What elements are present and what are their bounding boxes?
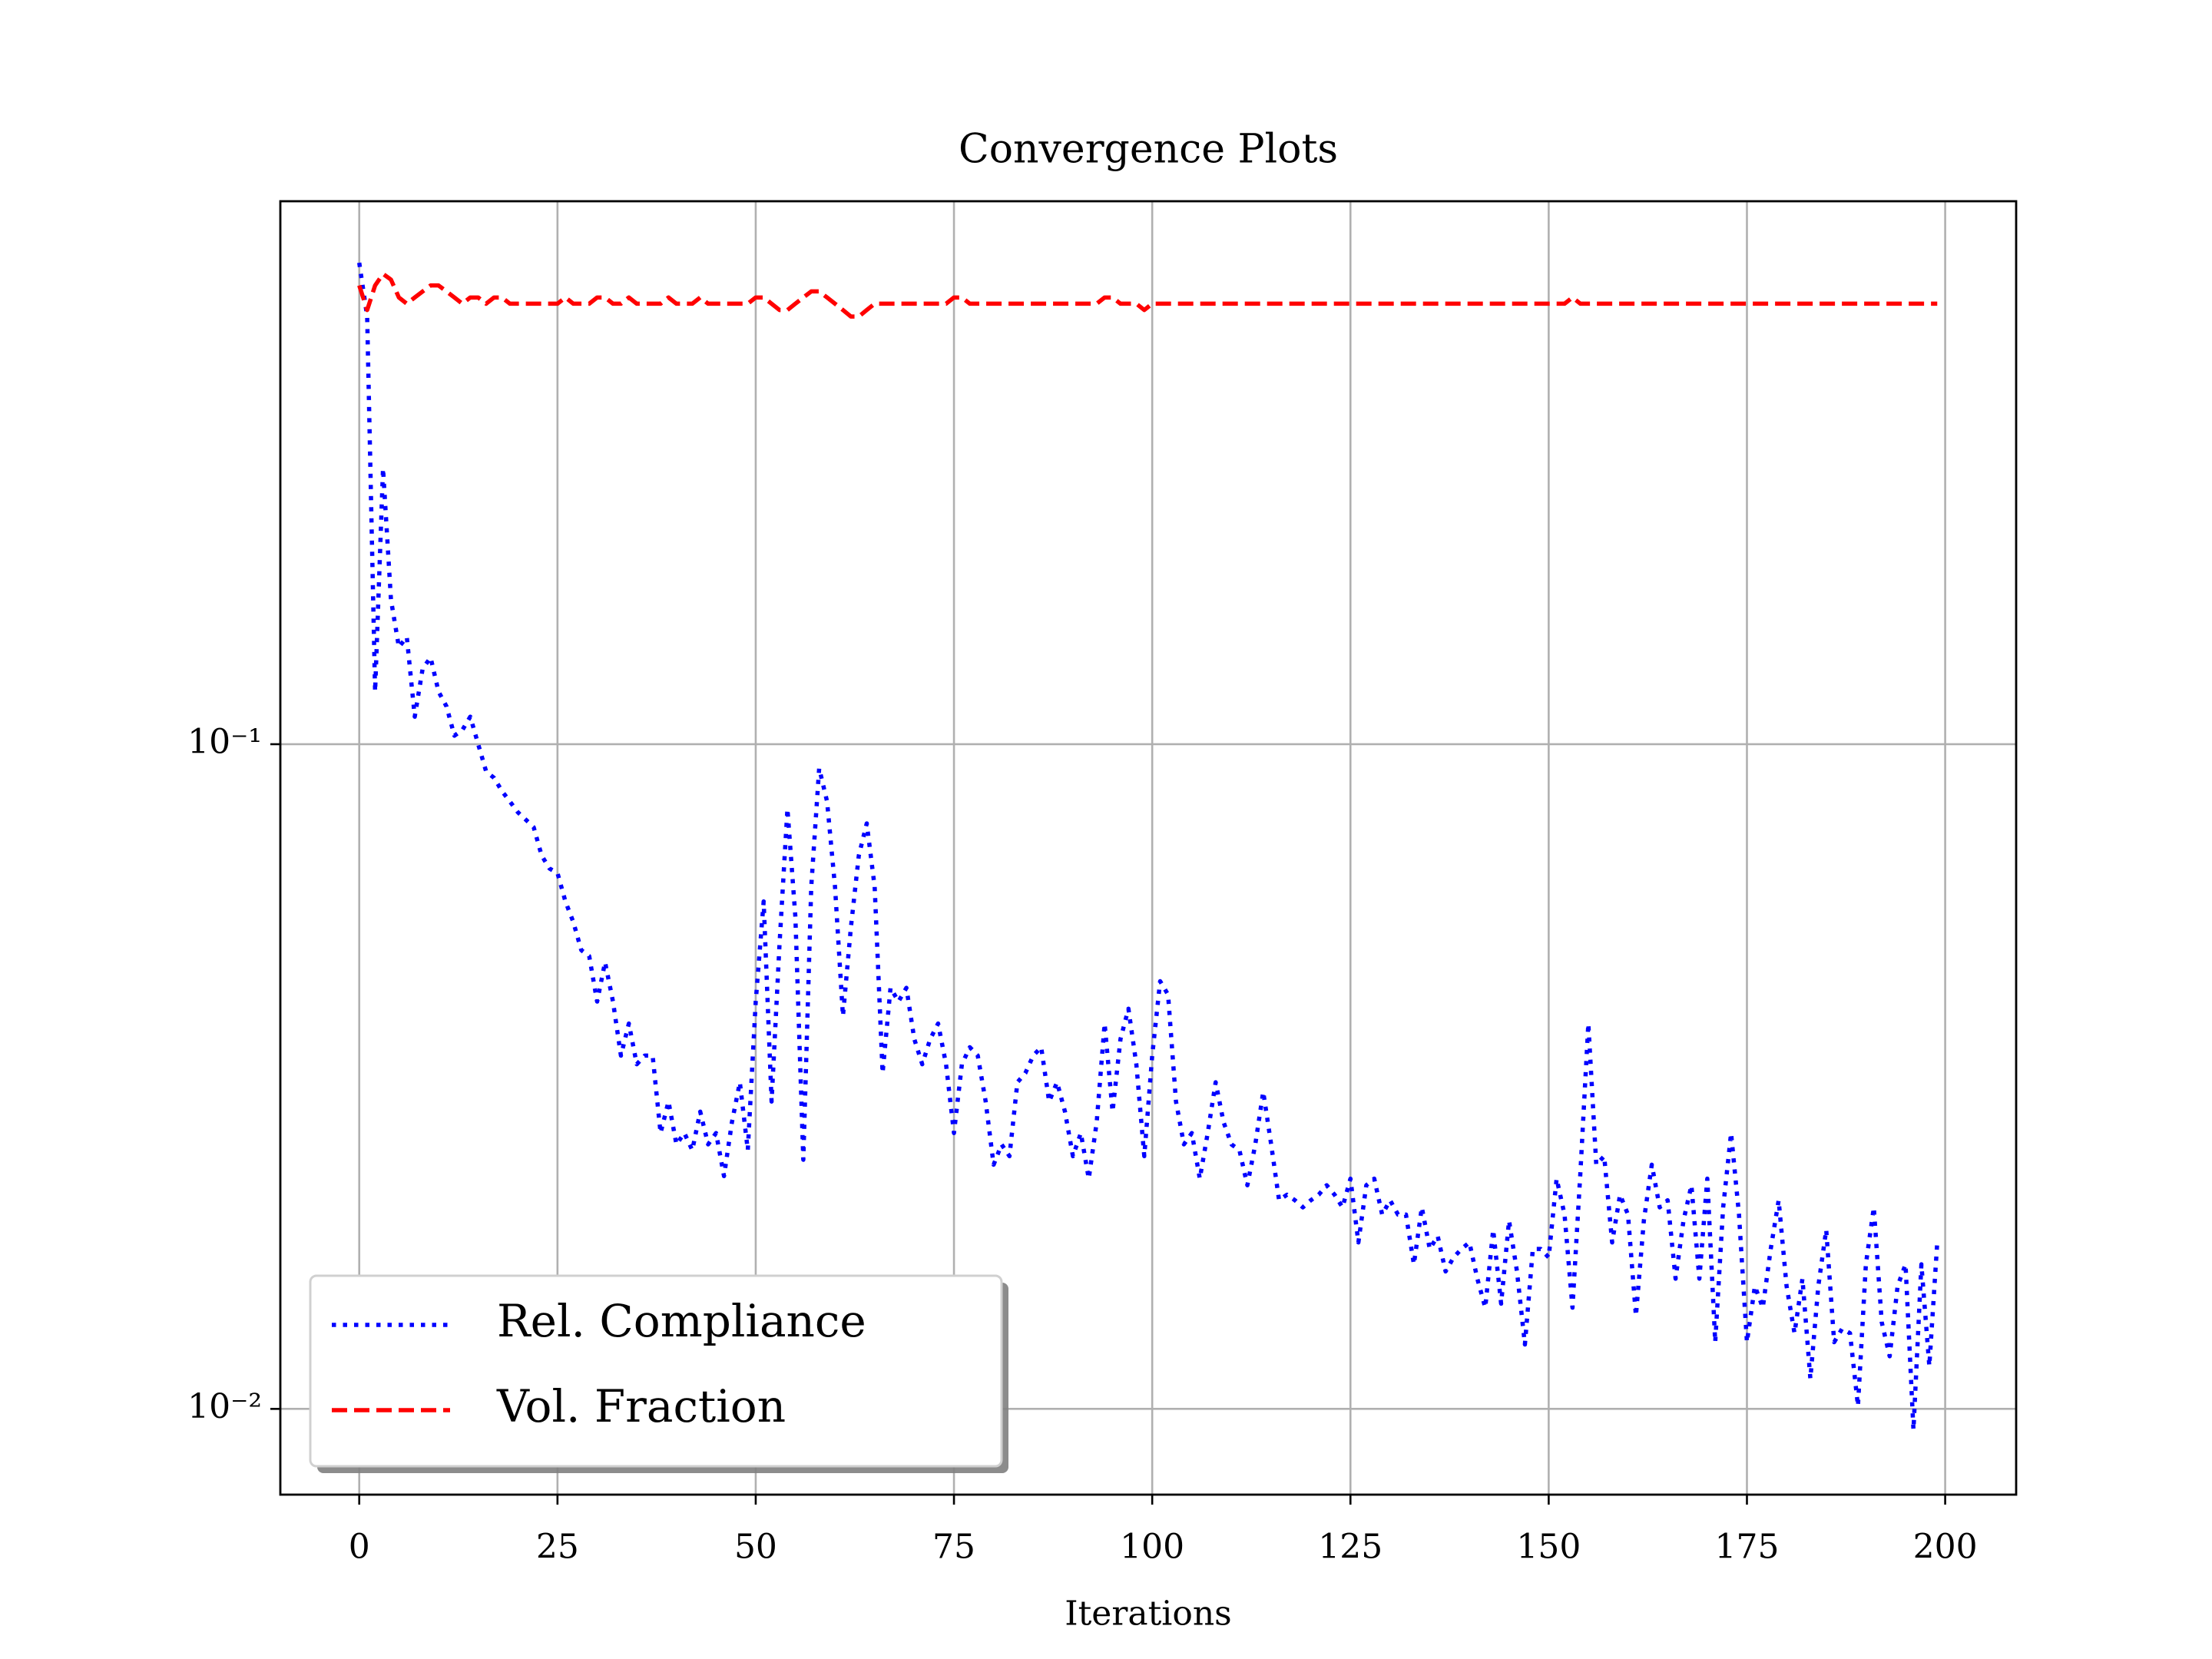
x-tick-label: 25 — [536, 1528, 579, 1567]
axes-frame — [279, 200, 2018, 1496]
x-tick-label: 75 — [932, 1528, 975, 1567]
legend: Rel. Compliance Vol. Fraction — [309, 1274, 1008, 1473]
x-axis-label: Iterations — [1065, 1594, 1232, 1634]
x-tick-label: 0 — [349, 1528, 370, 1567]
x-tick-label: 125 — [1318, 1528, 1382, 1567]
x-tick-label: 175 — [1714, 1528, 1779, 1567]
legend-box — [309, 1274, 1003, 1468]
data-line — [357, 271, 1938, 319]
chart-title: Convergence Plots — [959, 127, 1338, 173]
legend-label: Rel. Compliance — [497, 1295, 866, 1347]
y-tick-label: 10⁻² — [187, 1387, 262, 1426]
x-tick-label: 100 — [1120, 1528, 1184, 1567]
x-tick-label: 50 — [734, 1528, 777, 1567]
y-tick-label: 10⁻¹ — [187, 722, 262, 761]
data-line — [357, 262, 1940, 1432]
x-tick-label: 200 — [1913, 1528, 1978, 1567]
x-tick-label: 150 — [1516, 1528, 1581, 1567]
legend-label: Vol. Fraction — [496, 1380, 786, 1432]
